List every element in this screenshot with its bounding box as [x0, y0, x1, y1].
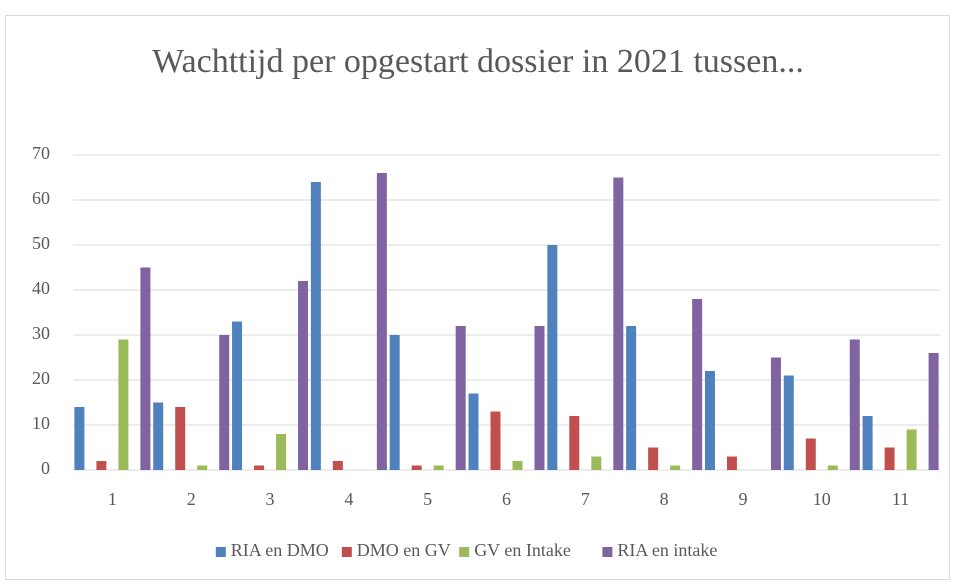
- bar: [783, 375, 794, 470]
- bar: [884, 447, 895, 470]
- bar: [670, 465, 681, 470]
- bar: [153, 402, 164, 470]
- y-tick-label: 0: [41, 458, 50, 478]
- x-tick-label: 2: [187, 489, 196, 509]
- bar: [827, 465, 838, 470]
- bar: [862, 416, 873, 470]
- legend-swatch: [215, 547, 226, 557]
- bar: [805, 438, 816, 470]
- y-tick-label: 30: [32, 323, 50, 343]
- legend-label: RIA en intake: [617, 540, 717, 560]
- bar: [726, 456, 737, 470]
- y-tick-label: 20: [32, 368, 50, 388]
- bar: [74, 407, 85, 470]
- x-tick-label: 8: [660, 489, 669, 509]
- bar: [298, 281, 309, 470]
- bar: [96, 461, 107, 470]
- x-tick-label: 10: [813, 489, 831, 509]
- bar: [849, 339, 860, 470]
- bar: [332, 461, 343, 470]
- bar: [906, 429, 917, 470]
- bar: [512, 461, 523, 470]
- bar: [175, 407, 186, 470]
- bar: [389, 335, 400, 470]
- legend-swatch: [459, 547, 470, 557]
- legend-swatch: [341, 547, 352, 557]
- bar: [534, 326, 545, 470]
- x-tick-label: 9: [738, 489, 747, 509]
- y-tick-label: 60: [32, 188, 50, 208]
- bar: [310, 182, 321, 470]
- chart-title: Wachttijd per opgestart dossier in 2021 …: [152, 43, 804, 80]
- legend-label: DMO en GV: [357, 540, 451, 560]
- chart-border: [5, 15, 950, 580]
- legend-label: GV en Intake: [474, 540, 571, 560]
- x-tick-label: 6: [502, 489, 511, 509]
- bar: [232, 321, 243, 470]
- bar: [547, 245, 558, 470]
- bar: [433, 465, 444, 470]
- x-tick-label: 7: [581, 489, 590, 509]
- legend-swatch: [602, 547, 613, 557]
- bar: [490, 411, 501, 470]
- bar: [411, 465, 422, 470]
- y-tick-label: 70: [32, 143, 50, 163]
- bar: [219, 335, 230, 470]
- bar: [928, 353, 939, 470]
- x-tick-label: 3: [266, 489, 275, 509]
- bar: [626, 326, 637, 470]
- bar: [118, 339, 129, 470]
- x-tick-label: 4: [344, 489, 353, 509]
- bar: [613, 177, 624, 470]
- bar: [455, 326, 466, 470]
- bar: [569, 416, 580, 470]
- bar: [197, 465, 208, 470]
- bar: [692, 299, 703, 470]
- y-tick-label: 50: [32, 233, 50, 253]
- legend-label: RIA en DMO: [231, 540, 329, 560]
- x-tick-label: 5: [423, 489, 432, 509]
- y-tick-label: 10: [32, 413, 50, 433]
- y-tick-label: 40: [32, 278, 50, 298]
- bar: [468, 393, 479, 470]
- bar: [770, 357, 781, 470]
- bar: [276, 434, 287, 470]
- bar: [140, 267, 151, 470]
- x-tick-label: 11: [892, 489, 909, 509]
- bar: [648, 447, 659, 470]
- bar: [704, 371, 715, 470]
- x-tick-label: 1: [108, 489, 117, 509]
- bar: [591, 456, 602, 470]
- bar: [254, 465, 265, 470]
- bar: [376, 173, 387, 470]
